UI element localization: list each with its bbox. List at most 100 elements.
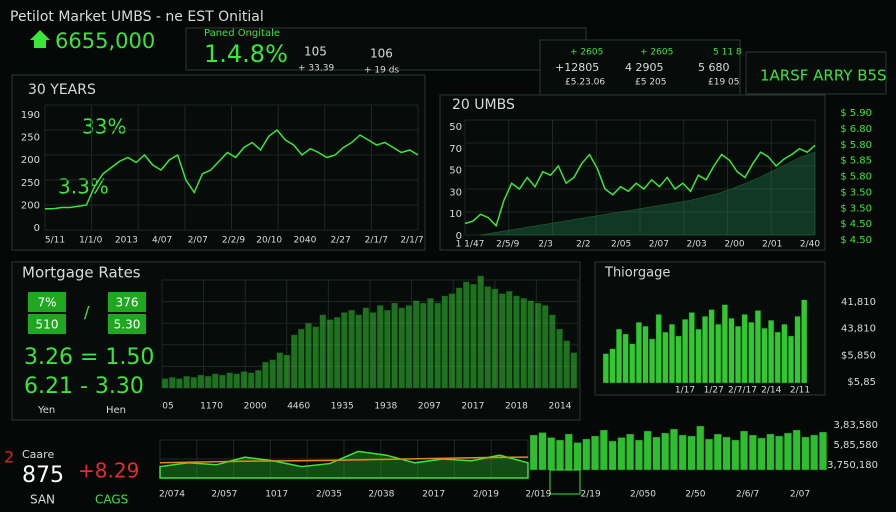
bar: [741, 314, 748, 384]
bar: [722, 436, 731, 471]
axis-label: 2/7/17: [728, 386, 757, 396]
axis-label: $ 3.50: [840, 203, 872, 214]
bar: [775, 435, 784, 471]
home-icon: [30, 30, 50, 48]
axis-label: 2014: [549, 402, 572, 412]
bar: [434, 302, 441, 389]
ticker: £5.23.06: [565, 78, 605, 88]
ticker: 5 680: [698, 61, 730, 74]
bar: [721, 304, 728, 384]
bar: [582, 438, 591, 471]
axis-label: 2/03: [687, 240, 707, 250]
axis-label: 2/019: [473, 490, 499, 500]
bar: [326, 319, 334, 389]
panel-title: 30 YEARS: [28, 82, 96, 98]
axis-label: 2/035: [316, 490, 342, 500]
bar: [801, 436, 810, 471]
bar: [642, 325, 649, 384]
axis-label: 2/07: [790, 490, 810, 500]
bar: [376, 305, 384, 389]
axis-label: $ 5.80: [840, 140, 872, 151]
bar: [506, 291, 513, 389]
bar: [427, 298, 434, 389]
axis-label: 1938: [374, 402, 397, 412]
axis-label: 20/10: [256, 236, 282, 246]
ticker: + 2605: [570, 48, 603, 58]
axis-label: 2/07: [649, 240, 669, 250]
rate-box-label: 5.30: [114, 318, 141, 332]
bar: [547, 437, 556, 471]
bar: [255, 370, 262, 389]
bar: [161, 378, 169, 389]
bar: [740, 430, 749, 471]
bar: [616, 328, 623, 384]
bar: [748, 434, 757, 471]
bar: [599, 429, 608, 471]
bar: [661, 432, 670, 471]
bar: [670, 428, 678, 471]
bar: [398, 307, 405, 389]
bar: [491, 288, 499, 389]
axis-label: 3,83,580: [833, 420, 878, 431]
axis-label: 2/2/9: [222, 236, 246, 246]
stat-bottom: + 19 ds: [364, 66, 399, 76]
highlight-cell: [549, 469, 581, 495]
axis-label: 05: [162, 402, 173, 412]
badge: 2: [4, 448, 14, 467]
axis-label: 200: [21, 200, 40, 211]
bar: [384, 309, 391, 389]
bar: [269, 359, 276, 389]
bar: [792, 429, 801, 471]
axis-label: 41,810: [841, 297, 876, 308]
axis-label: 2017: [422, 490, 445, 500]
bar: [212, 373, 219, 389]
bar: [713, 433, 722, 471]
bar: [728, 318, 735, 384]
price: 6655,000: [55, 29, 155, 53]
footer-label: Caare: [22, 448, 54, 461]
bar: [768, 320, 775, 384]
brand-panel: [745, 51, 887, 95]
annotation: 33%: [82, 115, 126, 139]
axis-label: 2017: [461, 402, 484, 412]
footer-change: +8.29: [78, 459, 139, 483]
bar: [617, 437, 626, 471]
bar: [649, 338, 656, 384]
panel-title: Thiorgage: [604, 266, 670, 281]
axis-label: 2/057: [211, 490, 237, 500]
axis-label: $ 3.50: [840, 187, 872, 198]
axis-label: 2/1/7: [365, 236, 388, 246]
bar: [362, 307, 370, 389]
bar: [391, 302, 398, 389]
bar: [527, 300, 535, 389]
axis-label: 250: [21, 133, 40, 144]
bar: [810, 434, 819, 471]
axis-label: 2013: [115, 236, 138, 246]
axis-label: 190: [21, 110, 40, 121]
bar: [652, 436, 661, 471]
axis-label: 4/07: [152, 236, 172, 246]
bar: [448, 293, 456, 389]
axis-label: 30: [449, 187, 462, 198]
bar: [563, 340, 570, 389]
axis-label: 5,85,580: [833, 440, 878, 451]
bar: [754, 310, 761, 384]
bar: [643, 430, 652, 471]
axis-label: 2/14: [761, 386, 781, 396]
axis-label: 2/40: [800, 240, 820, 250]
bar: [262, 361, 269, 389]
bar: [629, 343, 636, 384]
axis-label: 1 1/47: [456, 240, 485, 250]
bar: [520, 298, 527, 389]
bar: [609, 348, 616, 384]
bar: [748, 322, 755, 384]
bar: [757, 437, 766, 471]
bar: [774, 331, 781, 384]
brand: 1ARSF ARRY B5S: [760, 67, 887, 85]
rate-box: [108, 314, 146, 334]
axis-label: 1/1/0: [79, 236, 103, 246]
line: [464, 144, 816, 228]
axis-label: 2000: [244, 402, 267, 412]
axis-label: 2/050: [630, 490, 656, 500]
